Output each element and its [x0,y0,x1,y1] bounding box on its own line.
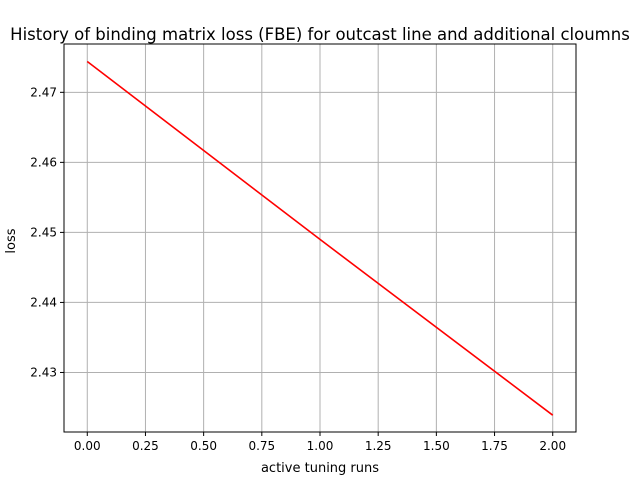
y-tick-label: 2.43 [30,365,57,379]
x-tick-label: 1.00 [307,439,334,453]
x-tick-label: 1.50 [423,439,450,453]
x-tick-label: 0.50 [190,439,217,453]
x-tick-label: 0.25 [132,439,159,453]
y-tick-label: 2.45 [30,225,57,239]
grid-lines [64,44,576,432]
y-tick-label: 2.44 [30,295,57,309]
x-tick-label: 0.75 [248,439,275,453]
y-tick-label: 2.47 [30,85,57,99]
y-axis-label: loss [4,228,19,253]
series-layer [86,60,554,416]
x-tick-label: 0.00 [74,439,101,453]
x-tick-label: 1.75 [481,439,508,453]
x-tick-label: 2.00 [539,439,566,453]
x-axis-label: active tuning runs [261,461,379,476]
x-axis-ticks: 0.00 0.25 0.50 0.75 1.00 1.25 1.50 1.75 2.00 [74,432,566,453]
series-line [86,60,554,416]
x-tick-label: 1.25 [365,439,392,453]
y-tick-label: 2.46 [30,155,57,169]
y-axis-ticks: 2.43 2.44 2.45 2.46 2.47 [30,85,64,379]
chart-title: History of binding matrix loss (FBE) for… [10,25,630,44]
